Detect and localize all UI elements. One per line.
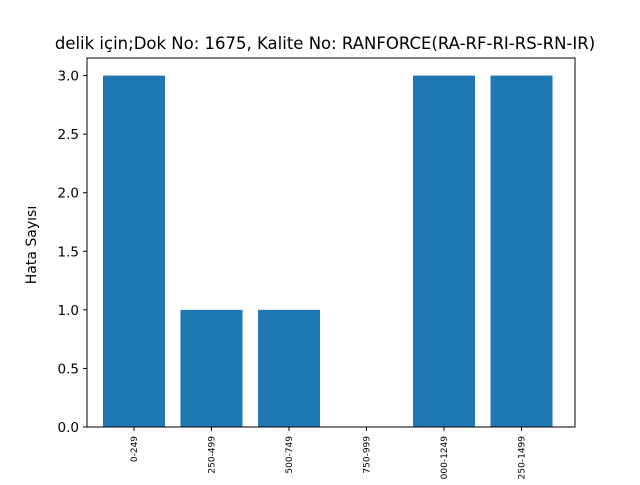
x-tick-label: 0-249	[130, 436, 140, 462]
bar-500-749	[258, 309, 320, 427]
bar-1000-1249	[413, 75, 475, 428]
y-tick-label: 1.5	[58, 244, 79, 260]
x-tick-label: 750-999	[363, 436, 373, 474]
y-tick-label: 3.0	[58, 69, 79, 85]
bar-250-499	[180, 309, 243, 427]
x-axis-ticks: 0-249 250-499 500-749 750-999 1000-1249 1250-…	[130, 427, 528, 480]
x-tick-label: 1000-1249	[440, 436, 450, 480]
bars-group	[103, 75, 553, 428]
y-axis-ticks: 0.0 0.5 1.0 1.5 2.0 2.5 3.0	[58, 69, 87, 436]
bar-0-249	[103, 75, 165, 428]
plot-frame	[86, 57, 576, 428]
axes-frame	[86, 57, 576, 428]
y-tick-label: 2.5	[58, 127, 79, 143]
y-axis-label: Hata Sayısı	[24, 206, 40, 284]
chart-title: delik için;Dok No: 1675, Kalite No: RANF…	[55, 34, 595, 53]
x-tick-label: 250-499	[208, 436, 218, 474]
x-tick-label: 500-749	[285, 436, 295, 474]
y-tick-label: 0.5	[58, 361, 79, 377]
x-tick-label: 1250-1499	[518, 436, 528, 480]
y-tick-label: 0.0	[58, 420, 79, 436]
y-tick-label: 2.0	[58, 186, 79, 202]
bar-1250-1499	[490, 75, 553, 428]
y-tick-label: 1.0	[58, 303, 79, 319]
